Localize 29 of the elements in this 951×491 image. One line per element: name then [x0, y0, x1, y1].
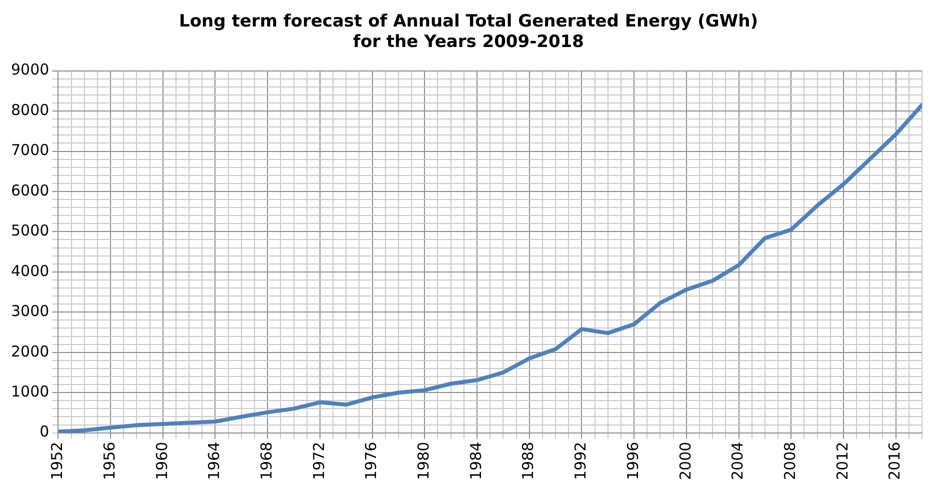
x-tick-label: 2016 — [886, 442, 904, 480]
x-tick-label: 1956 — [100, 442, 118, 480]
x-tick-label: 1976 — [362, 442, 380, 480]
y-tick-label: 1000 — [10, 382, 50, 400]
x-tick-label: 2000 — [676, 442, 694, 480]
x-tick-label: 2012 — [833, 442, 852, 480]
y-tick-label: 9000 — [10, 60, 50, 79]
x-tick-label: 1988 — [519, 442, 538, 480]
x-tick-label: 1984 — [466, 442, 485, 480]
x-tick-label: 1964 — [205, 442, 224, 480]
y-tick-label: 6000 — [10, 181, 50, 200]
x-tick-label: 1972 — [310, 442, 328, 480]
x-tick-label: 2008 — [781, 442, 800, 480]
y-tick-label: 5000 — [10, 222, 50, 240]
y-tick-label: 3000 — [10, 302, 50, 320]
y-tick-label: 8000 — [10, 100, 50, 119]
y-tick-label: 2000 — [10, 342, 50, 360]
x-tick-label: 1952 — [48, 442, 66, 480]
y-tick-label: 0 — [40, 422, 50, 441]
text: for the Years 2009-2018 — [353, 32, 584, 52]
x-tick-label: 1992 — [572, 442, 590, 480]
x-tick-label: 1960 — [152, 442, 171, 480]
y-tick-label: 4000 — [10, 262, 50, 280]
x-tick-label: 1996 — [624, 442, 642, 480]
text: Long term forecast of Annual Total Generated Energy (GWh) — [179, 12, 758, 32]
x-tick-label: 1968 — [257, 442, 276, 480]
x-tick-label: 1980 — [414, 442, 433, 480]
x-tick-label: 2004 — [728, 442, 747, 480]
y-tick-label: 7000 — [10, 141, 50, 160]
